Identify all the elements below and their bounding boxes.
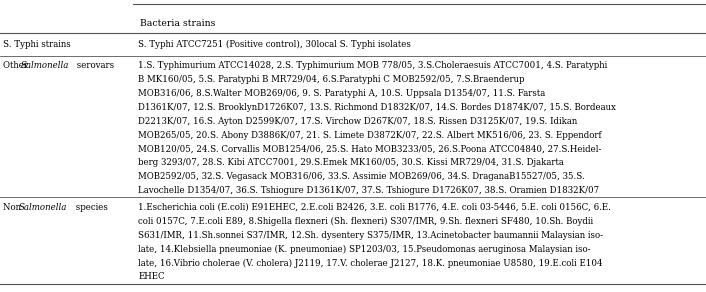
Text: S. Typhi ATCC7251 (Positive control), 30local S. Typhi isolates: S. Typhi ATCC7251 (Positive control), 30…	[138, 40, 412, 49]
Text: Non: Non	[3, 203, 23, 212]
Text: S. Typhi strains: S. Typhi strains	[3, 40, 71, 49]
Text: B MK160/05, 5.S. Paratyphi B MR729/04, 6.S.Paratyphi C MOB2592/05, 7.S.Braenderu: B MK160/05, 5.S. Paratyphi B MR729/04, 6…	[138, 75, 525, 84]
Text: MOB2592/05, 32.S. Vegasack MOB316/06, 33.S. Assimie MOB269/06, 34.S. DraganaB155: MOB2592/05, 32.S. Vegasack MOB316/06, 33…	[138, 172, 585, 181]
Text: EHEC: EHEC	[138, 272, 165, 281]
Text: coli 0157C, 7.E.coli E89, 8.Shigella flexneri (Sh. flexneri) S307/IMR, 9.Sh. fle: coli 0157C, 7.E.coli E89, 8.Shigella fle…	[138, 217, 594, 226]
Text: serovars: serovars	[74, 61, 114, 70]
Text: Bacteria strains: Bacteria strains	[140, 19, 215, 28]
Text: Other: Other	[3, 61, 30, 70]
Text: MOB120/05, 24.S. Corvallis MOB1254/06, 25.S. Hato MOB3233/05, 26.S.Poona ATCC048: MOB120/05, 24.S. Corvallis MOB1254/06, 2…	[138, 145, 602, 154]
Text: MOB316/06, 8.S.Walter MOB269/06, 9. S. Paratyphi A, 10.S. Uppsala D1354/07, 11.S: MOB316/06, 8.S.Walter MOB269/06, 9. S. P…	[138, 89, 546, 98]
Text: Salmonella: Salmonella	[19, 203, 68, 212]
Text: S631/IMR, 11.Sh.sonnei S37/IMR, 12.Sh. dysentery S375/IMR, 13.Acinetobacter baum: S631/IMR, 11.Sh.sonnei S37/IMR, 12.Sh. d…	[138, 231, 604, 240]
Text: 1.S. Typhimurium ATCC14028, 2.S. Typhimurium MOB 778/05, 3.S.Choleraesuis ATCC70: 1.S. Typhimurium ATCC14028, 2.S. Typhimu…	[138, 61, 608, 70]
Text: berg 3293/07, 28.S. Kibi ATCC7001, 29.S.Emek MK160/05, 30.S. Kissi MR729/04, 31.: berg 3293/07, 28.S. Kibi ATCC7001, 29.S.…	[138, 158, 564, 167]
Text: late, 14.Klebsiella pneumoniae (K. pneumoniae) SP1203/03, 15.Pseudomonas aerugin: late, 14.Klebsiella pneumoniae (K. pneum…	[138, 244, 591, 254]
Text: Lavochelle D1354/07, 36.S. Tshiogure D1361K/07, 37.S. Tshiogure D1726K07, 38.S. : Lavochelle D1354/07, 36.S. Tshiogure D13…	[138, 186, 599, 195]
Text: 1.Escherichia coli (E.coli) E91EHEC, 2.E.coli B2426, 3.E. coli B1776, 4.E. coli : 1.Escherichia coli (E.coli) E91EHEC, 2.E…	[138, 203, 611, 212]
Text: species: species	[73, 203, 107, 212]
Text: late, 16.Vibrio cholerae (V. cholera) J2119, 17.V. cholerae J2127, 18.K. pneumon: late, 16.Vibrio cholerae (V. cholera) J2…	[138, 258, 603, 267]
Text: MOB265/05, 20.S. Abony D3886K/07, 21. S. Limete D3872K/07, 22.S. Albert MK516/06: MOB265/05, 20.S. Abony D3886K/07, 21. S.…	[138, 131, 602, 140]
Text: D2213K/07, 16.S. Ayton D2599K/07, 17.S. Virchow D267K/07, 18.S. Rissen D3125K/07: D2213K/07, 16.S. Ayton D2599K/07, 17.S. …	[138, 117, 578, 126]
Text: D1361K/07, 12.S. BrooklynD1726K07, 13.S. Richmond D1832K/07, 14.S. Bordes D1874K: D1361K/07, 12.S. BrooklynD1726K07, 13.S.…	[138, 103, 616, 112]
Text: Salmonella: Salmonella	[21, 61, 70, 70]
